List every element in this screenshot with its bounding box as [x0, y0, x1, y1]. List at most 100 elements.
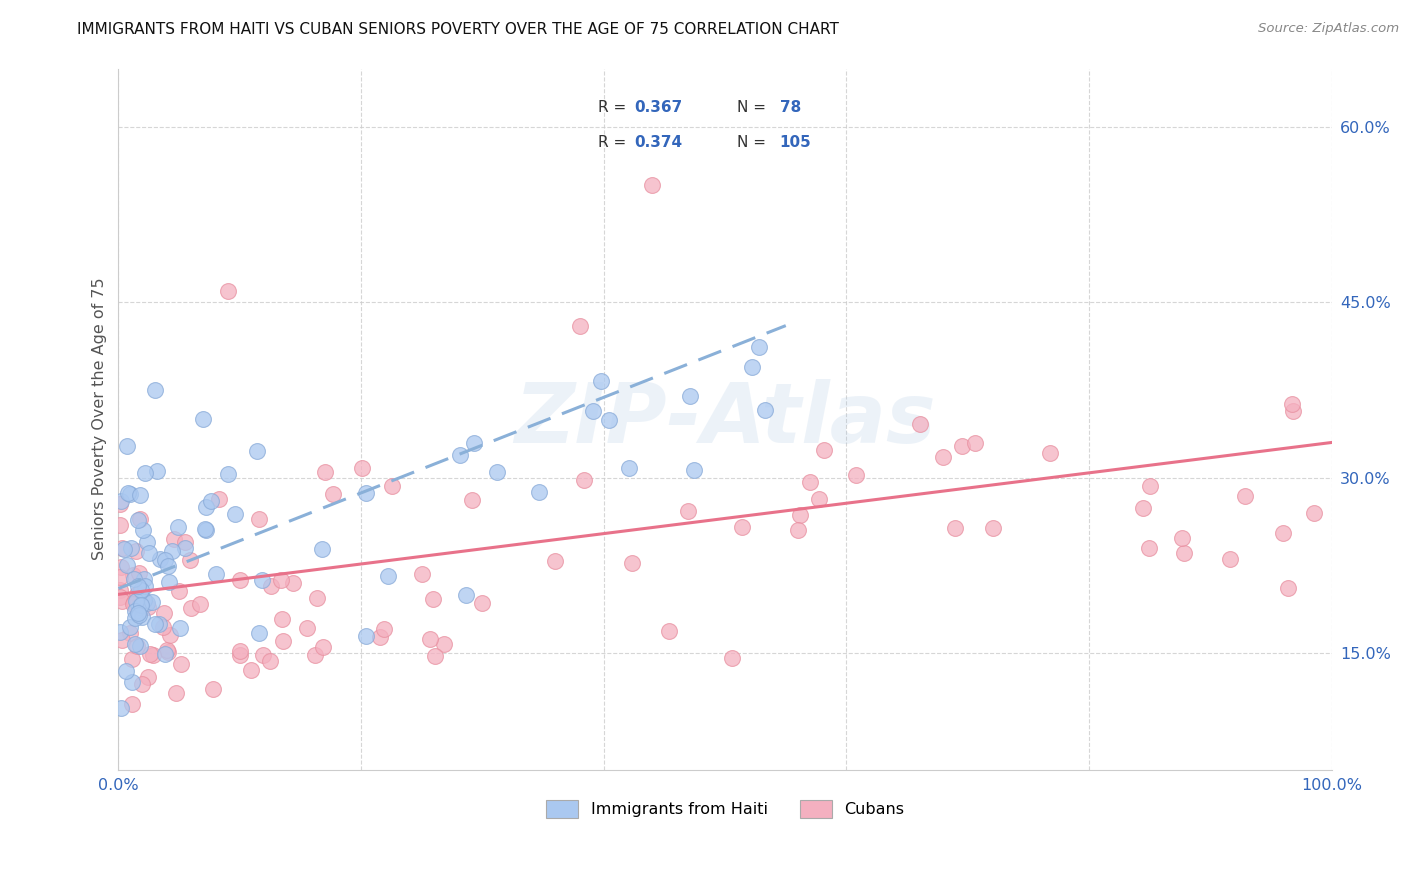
- Point: [471, 595, 494, 609]
- Point: [121, 568, 143, 582]
- Point: [124, 572, 146, 586]
- Point: [311, 542, 333, 557]
- Point: [312, 640, 335, 654]
- Point: [1277, 582, 1299, 596]
- Point: [108, 624, 131, 639]
- Text: 0.367: 0.367: [634, 100, 682, 115]
- Y-axis label: Seniors Poverty Over the Age of 75: Seniors Poverty Over the Age of 75: [93, 277, 107, 560]
- Point: [754, 403, 776, 417]
- Point: [229, 574, 252, 588]
- Point: [124, 611, 146, 625]
- Point: [121, 597, 143, 611]
- Point: [157, 645, 180, 659]
- Point: [132, 592, 155, 607]
- Point: [463, 435, 485, 450]
- Point: [112, 542, 135, 557]
- Point: [433, 637, 456, 651]
- Point: [129, 488, 152, 502]
- Point: [799, 475, 821, 490]
- Point: [163, 532, 186, 546]
- Text: 105: 105: [780, 135, 811, 150]
- Point: [188, 598, 211, 612]
- Point: [741, 360, 763, 375]
- Point: [620, 556, 643, 570]
- Point: [208, 492, 231, 507]
- Point: [1282, 403, 1305, 417]
- Point: [128, 566, 150, 581]
- Point: [1173, 545, 1195, 559]
- Point: [136, 670, 159, 684]
- Point: [247, 626, 270, 640]
- Point: [931, 450, 953, 464]
- Point: [641, 178, 664, 193]
- Point: [115, 558, 138, 572]
- Point: [120, 620, 142, 634]
- Point: [136, 534, 159, 549]
- Point: [165, 686, 187, 700]
- Point: [110, 701, 132, 715]
- Point: [271, 612, 294, 626]
- Point: [908, 417, 931, 431]
- Point: [121, 652, 143, 666]
- Point: [174, 535, 197, 549]
- Point: [131, 583, 153, 598]
- Point: [1272, 526, 1295, 541]
- Point: [368, 630, 391, 644]
- Point: [205, 567, 228, 582]
- Point: [156, 559, 179, 574]
- Point: [166, 520, 188, 534]
- Point: [153, 552, 176, 566]
- Point: [149, 552, 172, 566]
- Point: [160, 544, 183, 558]
- Point: [108, 582, 131, 597]
- Point: [108, 497, 131, 511]
- Point: [591, 375, 613, 389]
- Point: [194, 522, 217, 536]
- Point: [159, 628, 181, 642]
- Point: [141, 595, 163, 609]
- Point: [152, 620, 174, 634]
- Point: [110, 560, 132, 574]
- Point: [110, 494, 132, 508]
- Point: [356, 485, 378, 500]
- Point: [246, 444, 269, 458]
- Point: [127, 587, 149, 601]
- Point: [131, 677, 153, 691]
- Point: [121, 675, 143, 690]
- Point: [461, 493, 484, 508]
- Point: [114, 664, 136, 678]
- Point: [411, 567, 433, 582]
- Point: [270, 573, 292, 587]
- Point: [682, 463, 704, 477]
- Point: [845, 467, 868, 482]
- Point: [127, 579, 149, 593]
- Point: [721, 651, 744, 665]
- Point: [527, 485, 550, 500]
- Point: [108, 517, 131, 532]
- Point: [124, 604, 146, 618]
- Point: [131, 609, 153, 624]
- Point: [789, 508, 811, 523]
- Text: IMMIGRANTS FROM HAITI VS CUBAN SENIORS POVERTY OVER THE AGE OF 75 CORRELATION CH: IMMIGRANTS FROM HAITI VS CUBAN SENIORS P…: [77, 22, 839, 37]
- Point: [377, 568, 399, 582]
- Point: [807, 492, 830, 507]
- Point: [568, 318, 591, 333]
- Point: [194, 500, 217, 515]
- Point: [304, 648, 326, 662]
- Point: [139, 647, 162, 661]
- Point: [1233, 490, 1256, 504]
- Point: [423, 648, 446, 663]
- Point: [544, 554, 567, 568]
- Point: [419, 632, 441, 646]
- Point: [381, 479, 404, 493]
- Point: [943, 521, 966, 535]
- Point: [731, 520, 754, 534]
- Point: [118, 487, 141, 501]
- Point: [132, 572, 155, 586]
- Point: [250, 573, 273, 587]
- Point: [356, 629, 378, 643]
- Point: [121, 697, 143, 711]
- Point: [146, 464, 169, 478]
- Point: [134, 466, 156, 480]
- Point: [486, 465, 509, 479]
